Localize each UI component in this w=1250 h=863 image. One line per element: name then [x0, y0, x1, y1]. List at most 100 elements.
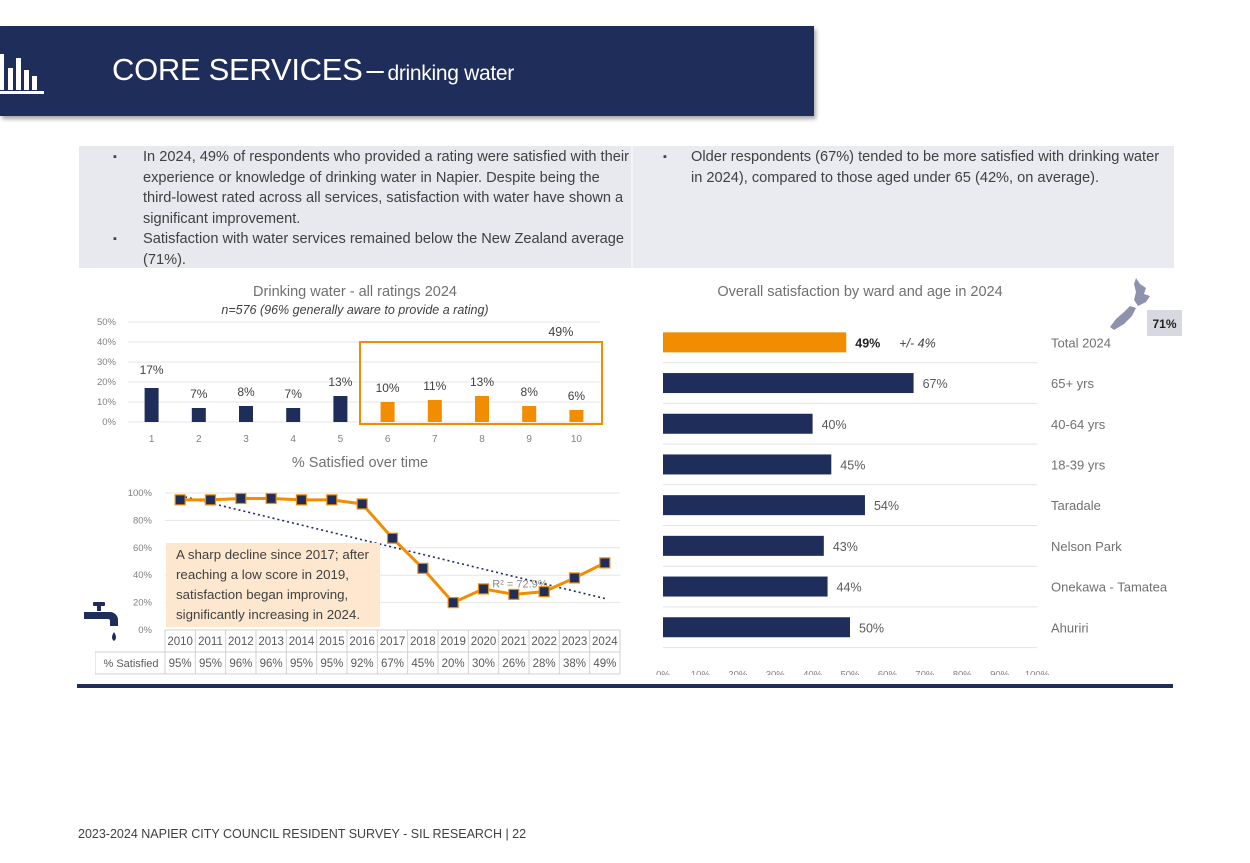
y-tick-label: 40%: [97, 337, 117, 348]
y-tick-label: 50%: [97, 317, 117, 328]
y-tick-label: 30%: [97, 357, 117, 368]
data-table-value: 95%: [320, 658, 343, 670]
data-table-value: 20%: [442, 658, 465, 670]
year-label: 2017: [380, 636, 406, 648]
year-label: 2014: [289, 636, 315, 648]
data-point-marker: [417, 562, 429, 574]
satisfaction-trend-chart: 0% 20% 40% 60% 80% 100% R² = 72.9% % Satisfied 2…: [95, 488, 621, 675]
x-tick-label: 20%: [728, 670, 748, 675]
data-table-value: 28%: [533, 658, 556, 670]
year-label: 2013: [258, 636, 284, 648]
bar-value-label: 8%: [237, 385, 255, 399]
data-table-value: 95%: [169, 658, 192, 670]
x-tick-label: 30%: [766, 670, 786, 675]
category-label: Taradale: [1051, 498, 1101, 513]
category-label: Nelson Park: [1051, 539, 1122, 554]
bar-value-label: 43%: [833, 540, 858, 554]
nz-average-label: 71%: [1147, 310, 1182, 336]
x-tick-label: 60%: [878, 670, 898, 675]
data-table-value: 30%: [472, 658, 495, 670]
y-tick-label: 20%: [97, 377, 117, 388]
title-dash: –: [366, 52, 384, 87]
y-tick-label: 100%: [128, 488, 153, 499]
key-findings-left: In 2024, 49% of respondents who provided…: [79, 146, 629, 271]
data-point-marker: [174, 494, 186, 506]
satisfaction-bar: [663, 373, 914, 394]
y-tick-label: 20%: [133, 598, 153, 609]
category-label: Onekawa - Tamatea: [1051, 580, 1168, 595]
footer-text: 2023-2024 NAPIER CITY COUNCIL RESIDENT S…: [78, 827, 527, 841]
rating-bar: [427, 400, 442, 422]
bar-value-label: 49%: [855, 336, 880, 350]
rating-bar: [239, 406, 253, 422]
bar-value-label: 40%: [822, 418, 847, 432]
bar-value-label: 45%: [840, 458, 865, 472]
x-tick-label: 0%: [656, 670, 670, 675]
highlight-total-label: 49%: [548, 325, 573, 339]
year-label: 2010: [167, 636, 193, 648]
bar-value-label: 7%: [285, 387, 303, 401]
data-table-value: 92%: [351, 658, 374, 670]
year-label: 2018: [410, 636, 436, 648]
data-point-marker: [235, 492, 247, 505]
category-label: 40-64 yrs: [1051, 417, 1106, 432]
x-tick-label: 70%: [915, 670, 935, 675]
new-zealand-map-icon: [1110, 278, 1150, 330]
section-divider: [77, 684, 1173, 688]
r-squared-label: R² = 72.9%: [492, 579, 548, 591]
satisfaction-bar: [663, 413, 813, 434]
data-point-marker: [447, 596, 459, 609]
data-point-marker: [477, 583, 490, 595]
year-label: 2022: [531, 636, 557, 648]
x-tick-label: 80%: [953, 670, 973, 675]
data-table-value: 96%: [229, 658, 252, 670]
rating-bar: [286, 408, 301, 422]
data-point-marker: [356, 498, 368, 510]
ward-age-bar-chart: 49% +/- 4% Total 2024 67% 65+ yrs 40% 40-64 yr…: [656, 332, 1168, 675]
satisfaction-bar: [663, 535, 824, 556]
x-tick-label: 7: [432, 434, 438, 445]
rating-bar: [144, 388, 159, 422]
satisfaction-bar: [663, 332, 847, 353]
bar-value-label: 6%: [568, 389, 586, 403]
data-point-marker: [204, 494, 217, 506]
y-tick-label: 40%: [133, 570, 153, 581]
year-label: 2016: [349, 636, 375, 648]
trend-chart-title: % Satisfied over time: [291, 455, 429, 471]
y-tick-label: 0%: [138, 625, 152, 636]
margin-of-error-label: +/- 4%: [899, 336, 935, 350]
bar-chart-icon: [0, 54, 44, 94]
year-label: 2011: [198, 636, 223, 648]
data-point-marker: [599, 557, 611, 569]
bar-value-label: 7%: [190, 387, 208, 401]
data-table-row-label: % Satisfied: [103, 658, 158, 670]
bar-value-label: 13%: [328, 375, 352, 389]
bar-value-label: 17%: [140, 363, 164, 377]
y-tick-label: 10%: [97, 397, 117, 408]
satisfaction-bar: [663, 617, 850, 638]
water-tap-icon: [84, 602, 118, 641]
rating-bar: [569, 410, 584, 422]
x-tick-label: 40%: [803, 670, 823, 675]
bar-value-label: 8%: [521, 385, 539, 399]
category-label: Total 2024: [1051, 335, 1111, 350]
year-label: 2019: [440, 636, 466, 648]
bar-value-label: 13%: [470, 375, 494, 389]
rating-bar: [380, 402, 395, 422]
title-subtitle: drinking water: [387, 62, 514, 85]
bar-value-label: 67%: [923, 377, 948, 391]
x-tick-label: 2: [196, 434, 202, 445]
bar-value-label: 11%: [423, 379, 446, 393]
rating-bar: [522, 406, 537, 422]
key-findings-panel: In 2024, 49% of respondents who provided…: [79, 146, 1174, 271]
year-label: 2021: [501, 636, 527, 648]
title-main: CORE SERVICES: [112, 52, 363, 87]
x-tick-label: 4: [290, 434, 296, 445]
data-point-marker: [386, 532, 399, 544]
y-tick-label: 60%: [133, 543, 153, 554]
rating-bar: [191, 408, 206, 422]
year-label: 2020: [471, 636, 497, 648]
data-point-marker: [295, 494, 308, 506]
ratings-bar-chart: 0%10%20%30%40%50%17%17%28%37%413%510%611…: [97, 317, 603, 445]
ratings-chart-title: Drinking water - all ratings 2024: [253, 284, 457, 300]
